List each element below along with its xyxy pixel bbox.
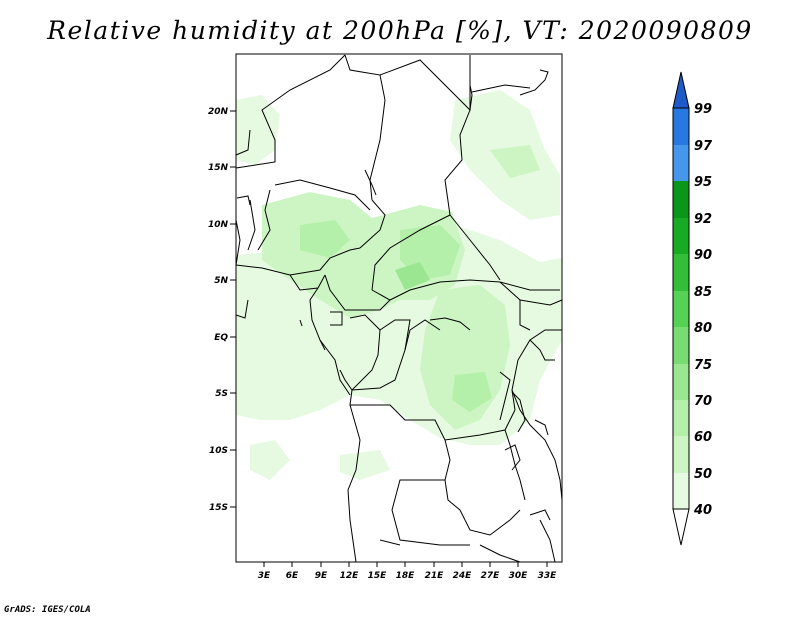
colorbar-bin [673, 364, 689, 400]
lon-label: 30E [509, 571, 529, 581]
lat-label: 5S [215, 389, 228, 399]
colorbar-label: 85 [694, 285, 712, 300]
longitude-axis [263, 562, 548, 567]
lon-label: 27E [481, 571, 501, 581]
lon-label: 9E [315, 571, 328, 581]
colorbar-bin [673, 291, 689, 327]
colorbar-label: 60 [694, 430, 712, 445]
lon-label: 15E [368, 571, 388, 581]
longitude-labels: 3E 6E 9E 12E 15E 18E 21E 24E 27E 30E 33E [258, 571, 557, 581]
colorbar-bin [673, 254, 689, 291]
colorbar-label: 80 [694, 321, 712, 336]
lon-label: 24E [453, 571, 473, 581]
map-frame [235, 53, 563, 563]
colorbar-bottom-arrow [672, 508, 690, 546]
lon-label: 6E [286, 571, 299, 581]
lon-label: 12E [340, 571, 360, 581]
colorbar-bin [673, 400, 689, 436]
colorbar-bin [673, 436, 689, 473]
lon-label: 21E [425, 571, 445, 581]
latitude-axis [230, 110, 236, 508]
humidity-shading [236, 90, 562, 480]
chart-title: Relative humidity at 200hPa [%], VT: 202… [47, 16, 753, 45]
colorbar-label: 90 [694, 248, 712, 263]
colorbar-top-arrow [672, 71, 690, 109]
colorbar-bin [673, 218, 689, 254]
colorbar-outline [672, 107, 690, 510]
latitude-labels: 20N 15N 10N 5N EQ 5S 10S 15S [208, 107, 229, 513]
lon-label: 3E [258, 571, 271, 581]
grads-credit: GrADS: IGES/COLA [4, 605, 91, 615]
colorbar-bin [673, 108, 689, 145]
country-borders [235, 54, 563, 563]
lat-label: 5N [214, 276, 228, 286]
lat-label: 10N [208, 220, 229, 230]
colorbar-bin [673, 145, 689, 181]
lat-label: 15N [208, 163, 229, 173]
colorbar-label: 70 [694, 394, 712, 409]
colorbar-bin [673, 181, 689, 218]
colorbar: 99 97 95 92 90 85 80 75 70 60 50 40 [672, 71, 713, 546]
lon-label: 18E [396, 571, 416, 581]
colorbar-label: 95 [694, 175, 712, 190]
lat-label: 10S [209, 446, 228, 456]
colorbar-label: 40 [693, 503, 712, 518]
colorbar-label: 92 [694, 212, 712, 227]
lat-label: 15S [209, 503, 228, 513]
colorbar-label: 50 [694, 467, 712, 482]
colorbar-label: 97 [694, 139, 713, 154]
lat-label: EQ [214, 333, 228, 343]
lon-label: 33E [538, 571, 558, 581]
colorbar-bin [673, 473, 689, 509]
colorbar-label: 75 [694, 358, 712, 373]
lat-label: 20N [208, 107, 229, 117]
colorbar-label: 99 [694, 102, 712, 117]
colorbar-bin [673, 327, 689, 364]
